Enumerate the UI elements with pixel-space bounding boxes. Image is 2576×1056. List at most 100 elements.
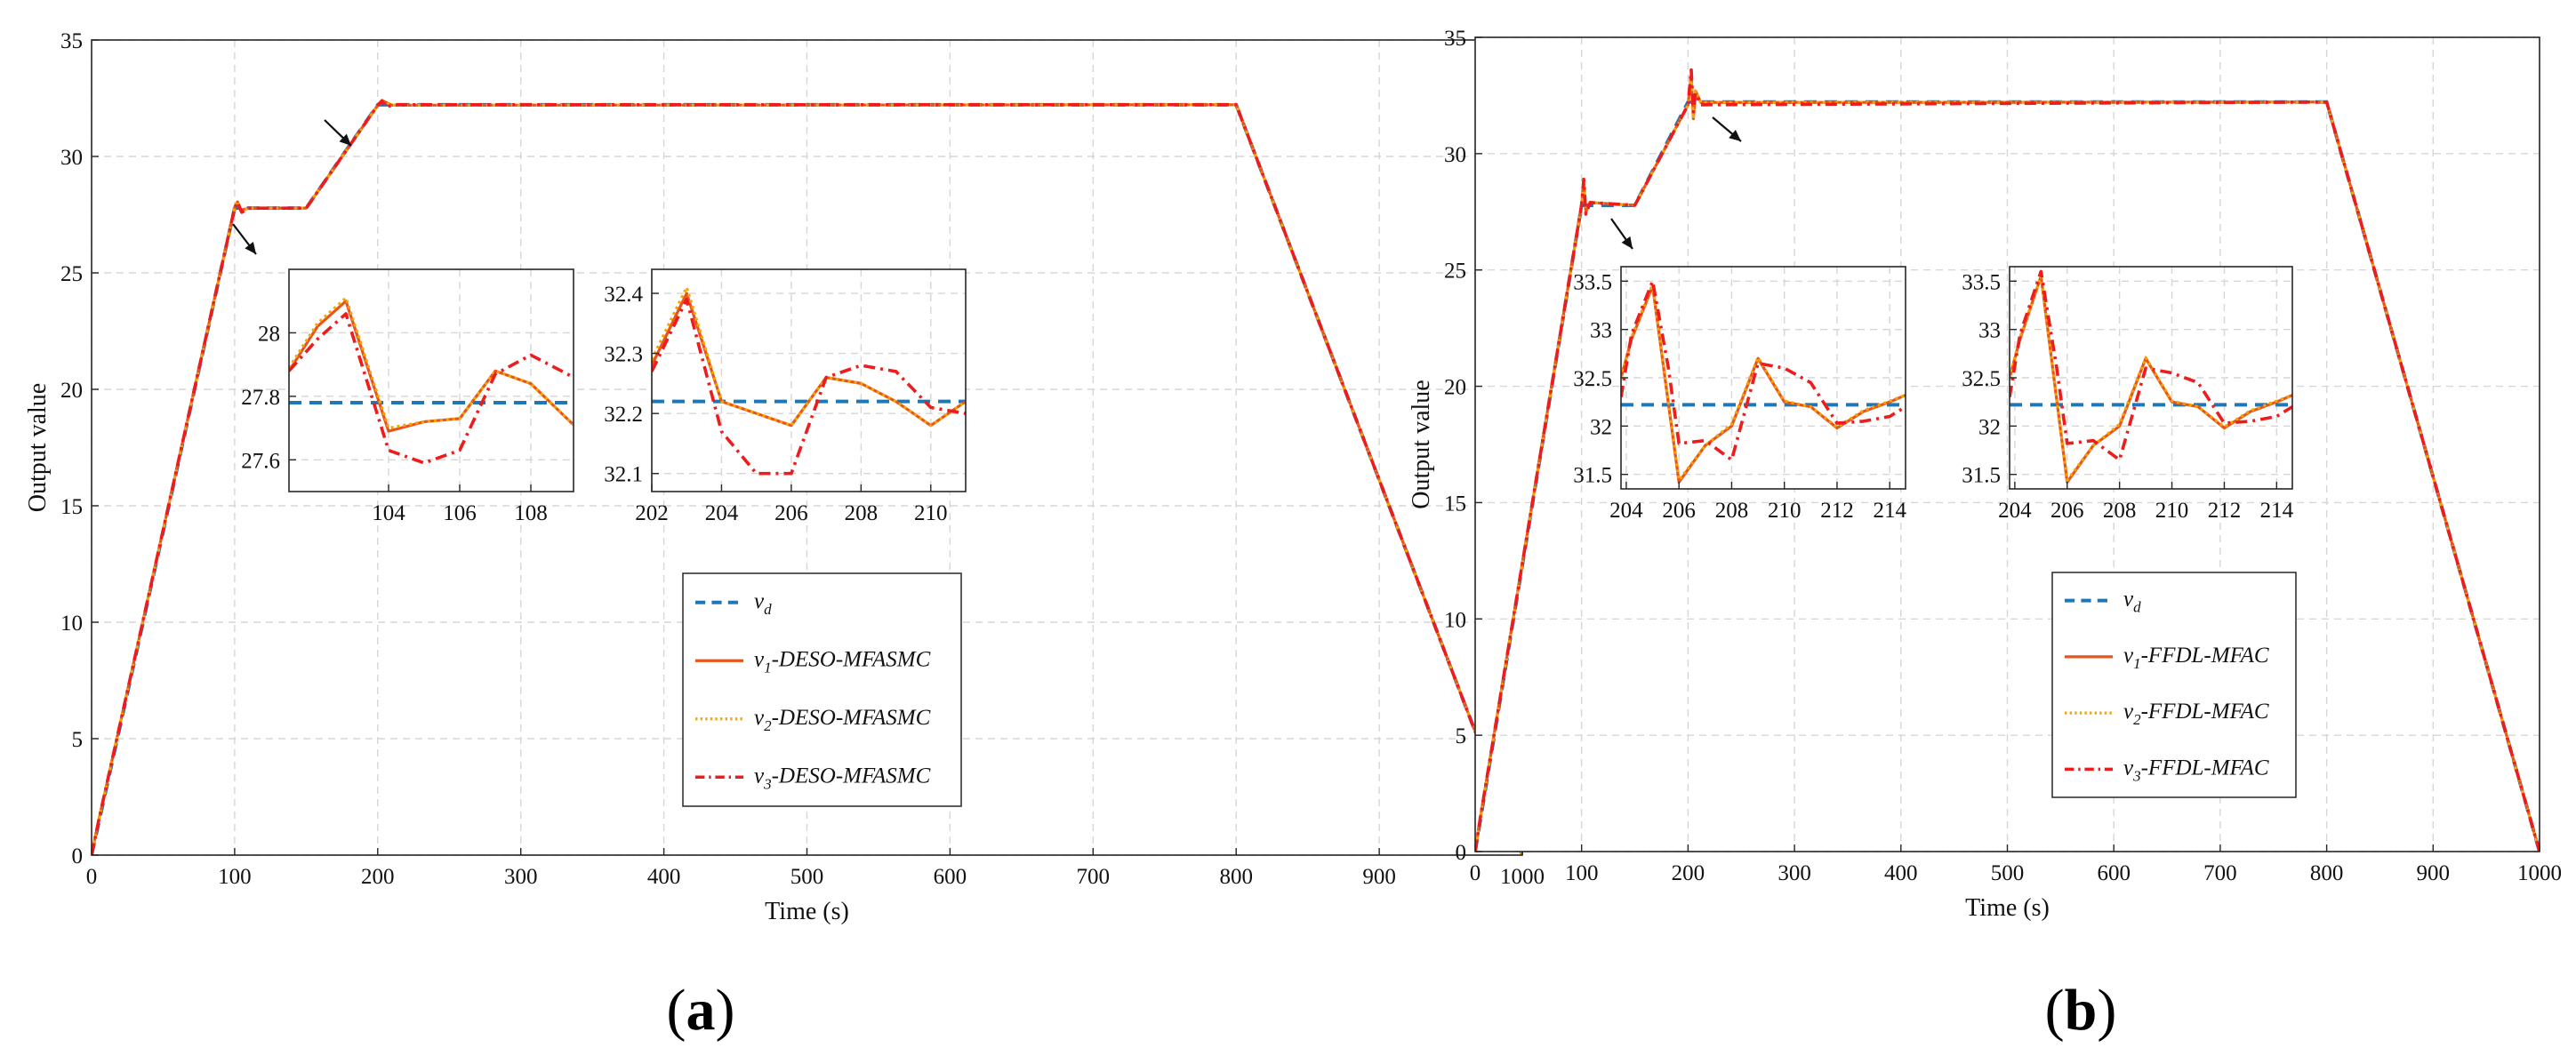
- panel-b-inset-2-y-tick-label: 32.5: [1962, 367, 2001, 391]
- panel-a-inset-2-plot-area: [652, 269, 966, 492]
- panel-b-inset-1-x-tick-label: 206: [1662, 499, 1696, 523]
- panel-a-inset-1-x-tick-label: 104: [372, 501, 405, 525]
- panel-a-inset-2-x-tick-label: 210: [914, 501, 948, 525]
- panel-a-x-tick-label: 200: [361, 865, 395, 889]
- panel-a-legend-label-v3: v3-DESO-MFASMC: [754, 764, 931, 792]
- panel-b-legend-label-v3: v3-FFDL-MFAC: [2123, 756, 2269, 784]
- panel-a-inset-2-series-v1: [652, 292, 966, 428]
- panel-a-y-axis-label: Output value: [24, 383, 52, 512]
- panel-b-y-axis-label: Output value: [1408, 380, 1435, 508]
- panel-a-inset-2-x-tick-label: 202: [635, 501, 669, 525]
- panel-b-y-tick-label: 20: [1444, 376, 1466, 400]
- panel-b-legend-label-vd: vd: [2123, 588, 2141, 616]
- panel-a-zoom-arrow-head: [245, 242, 256, 254]
- panel-a-y-tick-label: 20: [60, 379, 83, 403]
- panel-a-inset-2-y-tick-label: 32.4: [604, 283, 643, 307]
- panel-a-series-v2: [92, 99, 1522, 855]
- panel-b-x-tick-label: 700: [2203, 861, 2237, 885]
- panel-b-inset-1-x-tick-label: 204: [1609, 499, 1643, 523]
- panel-a-legend: vd v1-DESO-MFASMC v2-DESO-MFASMC v3-DESO-MF…: [682, 572, 962, 807]
- panel-a-inset-1-y-tick-label: 27.6: [241, 449, 280, 473]
- panel-a-inset-1-series-v2: [289, 296, 574, 430]
- panel-b-inset-1-x-tick-label: 212: [1820, 499, 1854, 523]
- panel-b-x-tick-label: 1000: [2517, 861, 2562, 885]
- panel-b-x-tick-label: 100: [1565, 861, 1599, 885]
- panel-b-inset-2-y-tick-label: 32: [1978, 415, 2001, 439]
- panel-b-x-tick-label: 400: [1884, 861, 1918, 885]
- panel-b-inset-1-x-tick-label: 214: [1873, 499, 1906, 523]
- panel-a-inset-1-frame: [288, 268, 574, 492]
- panel-b-inset-1-x-tick-label: 210: [1768, 499, 1802, 523]
- panel-a-y-tick-label: 35: [60, 29, 83, 53]
- panel-b-x-tick-label: 300: [1778, 861, 1811, 885]
- panel-b-inset-1: 204 206 208 210 212 214 31.5 32 32.5 33 33.5: [1573, 266, 1906, 523]
- panel-b-legend-label-v1: v1-FFDL-MFAC: [2123, 644, 2269, 672]
- panel-b-inset-1-x-tick-label: 208: [1715, 499, 1749, 523]
- panel-a-legend-label-v2: v2-DESO-MFASMC: [754, 706, 931, 734]
- panel-a-legend-box: [682, 572, 962, 807]
- panel-a-inset-2-series-v3: [652, 297, 966, 476]
- panel-a-inset-2-y-tick-label: 32.1: [604, 463, 643, 487]
- panel-b-inset-2-x-tick-label: 208: [2103, 499, 2137, 523]
- panel-b-y-tick-label: 25: [1444, 260, 1466, 284]
- panel-b-legend: vd v1-FFDL-MFAC v2-FFDL-MFAC v3-FFDL-MFAC: [2051, 572, 2297, 798]
- panel-b-legend-label-v2: v2-FFDL-MFAC: [2123, 700, 2269, 728]
- panel-b-inset-2-x-tick-label: 206: [2050, 499, 2084, 523]
- panel-b-inset-1-y-tick-label: 32.5: [1573, 367, 1612, 391]
- panel-a-inset-1-series-v3: [289, 312, 574, 465]
- panel-b-inset-2-y-tick-label: 33: [1978, 319, 2001, 343]
- panel-b-x-tick-label: 0: [1470, 861, 1481, 885]
- panel-a-inset-2-frame: [651, 268, 967, 492]
- panel-a-x-tick-label: 900: [1362, 865, 1396, 889]
- panel-b-y-tick-label: 10: [1444, 608, 1466, 632]
- panel-b-series-v2: [1475, 75, 2540, 852]
- panel-b-x-tick-label: 900: [2417, 861, 2451, 885]
- panel-b-series-v3: [1475, 68, 2540, 852]
- panel-b-inset-1-y-tick-label: 33.5: [1573, 270, 1612, 294]
- chart-panel-a: 0 100 200 300 400 500 600 700 800 900 100005101520…: [24, 29, 1545, 1043]
- panel-a-inset-2-x-tick-label: 208: [845, 501, 879, 525]
- panel-b-inset-2-x-tick-label: 210: [2155, 499, 2189, 523]
- panel-b-y-tick-label: 30: [1444, 143, 1466, 167]
- panel-a-inset-2-x-tick-label: 204: [705, 501, 739, 525]
- panel-a-x-tick-label: 800: [1219, 865, 1253, 889]
- panel-a-legend-label-v1: v1-DESO-MFASMC: [754, 647, 931, 676]
- panel-b-y-tick-label: 0: [1456, 841, 1467, 865]
- panel-b-inset-1-y-tick-label: 32: [1590, 415, 1612, 439]
- panel-b-y-tick-label: 5: [1456, 724, 1467, 748]
- panel-a-y-tick-label: 0: [72, 844, 84, 868]
- panel-a-y-tick-label: 30: [60, 146, 83, 170]
- panel-b-caption: (b): [2045, 978, 2117, 1043]
- panel-a-inset-1-y-tick-label: 27.8: [241, 386, 280, 410]
- panel-a-inset-2: 202 204 206 208 210 32.1 32.2 32.3 32.4: [604, 268, 967, 525]
- panel-a-x-tick-label: 1000: [1500, 865, 1545, 889]
- panel-b-inset-2-x-tick-label: 214: [2260, 499, 2294, 523]
- panel-b-legend-box: [2051, 572, 2297, 798]
- panel-a-x-tick-label: 100: [218, 865, 252, 889]
- panel-b-y-tick-label: 15: [1444, 492, 1466, 516]
- panel-a-x-tick-label: 300: [504, 865, 538, 889]
- panel-b-zoom-arrow-head: [1729, 130, 1741, 141]
- panel-a-caption: (a): [667, 978, 735, 1043]
- panel-a-inset-1: 104 106 108 27.6 27.8 28: [241, 268, 574, 525]
- panel-b-inset-2-series-v3: [2010, 269, 2292, 462]
- panel-b-x-tick-label: 500: [1991, 861, 2025, 885]
- panel-a-y-tick-label: 10: [60, 612, 83, 636]
- panel-b-x-tick-label: 200: [1672, 861, 1705, 885]
- panel-a-x-tick-label: 500: [790, 865, 824, 889]
- panel-a-inset-2-y-tick-label: 32.3: [604, 343, 643, 367]
- panel-a-x-axis-label: Time (s): [765, 898, 849, 925]
- panel-b-inset-2: 204 206 208 210 212 214 31.5 32 32.5 33 33.5: [1962, 266, 2294, 523]
- panel-a-inset-2-y-tick-label: 32.2: [604, 403, 643, 427]
- panel-b-inset-2-x-tick-label: 212: [2208, 499, 2242, 523]
- panel-b-x-axis-label: Time (s): [1965, 894, 2050, 922]
- panel-a-x-tick-label: 600: [934, 865, 967, 889]
- panel-b-inset-2-y-tick-label: 31.5: [1962, 464, 2001, 488]
- panel-b-inset-1-series-v3: [1621, 279, 1906, 462]
- panel-a-zoom-arrow-head: [339, 133, 351, 146]
- panel-a-y-tick-label: 25: [60, 262, 83, 286]
- panel-a-inset-1-x-tick-label: 108: [514, 501, 548, 525]
- panel-a-inset-2-x-tick-label: 206: [774, 501, 808, 525]
- panel-a-inset-1-y-tick-label: 28: [258, 322, 280, 346]
